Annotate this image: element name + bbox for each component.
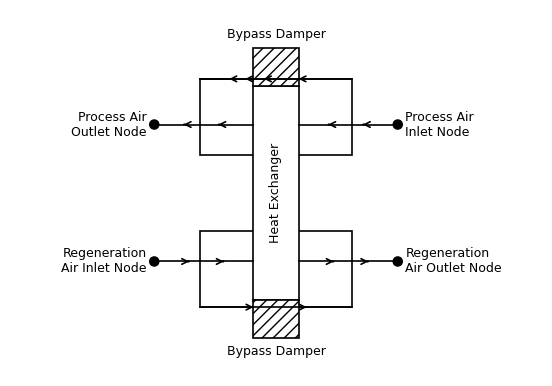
Text: Regeneration
Air Outlet Node: Regeneration Air Outlet Node [405, 247, 502, 276]
Bar [200, 79, 352, 155]
Bar [253, 48, 299, 86]
Circle shape [393, 120, 402, 129]
Text: Process Air
Inlet Node: Process Air Inlet Node [405, 110, 474, 139]
Circle shape [393, 257, 402, 266]
Text: Process Air
Outlet Node: Process Air Outlet Node [71, 110, 147, 139]
Bar [200, 231, 352, 307]
Text: Bypass Damper: Bypass Damper [226, 345, 326, 358]
Text: Heat Exchanger: Heat Exchanger [269, 143, 283, 243]
Circle shape [150, 120, 159, 129]
Bar [253, 86, 299, 300]
Bar [253, 300, 299, 338]
Text: Regeneration
Air Inlet Node: Regeneration Air Inlet Node [61, 247, 147, 276]
Text: Bypass Damper: Bypass Damper [226, 28, 326, 41]
Circle shape [150, 257, 159, 266]
